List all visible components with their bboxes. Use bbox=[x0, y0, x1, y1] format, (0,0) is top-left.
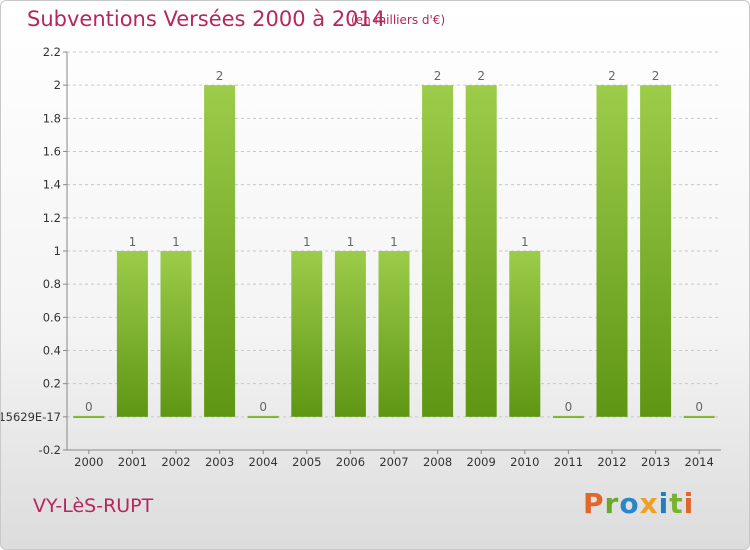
bar-value-label: 2 bbox=[434, 69, 442, 83]
x-tick-label: 2006 bbox=[336, 455, 365, 469]
chart-title: Subventions Versées 2000 à 2014 bbox=[27, 7, 386, 31]
y-tick-label: 0.6 bbox=[43, 310, 61, 324]
logo-letter: P bbox=[583, 487, 605, 520]
y-tick-label: 0.4 bbox=[43, 344, 61, 358]
bar bbox=[291, 251, 323, 417]
y-tick-label: 0.2 bbox=[43, 377, 61, 391]
bar-value-label: 1 bbox=[303, 235, 311, 249]
x-tick-label: 2001 bbox=[118, 455, 147, 469]
logo-letter: r bbox=[604, 487, 620, 520]
logo-letter: o bbox=[619, 487, 640, 520]
bar bbox=[204, 85, 236, 417]
bar bbox=[116, 251, 148, 417]
x-tick-label: 2011 bbox=[554, 455, 583, 469]
bar-value-label: 1 bbox=[347, 235, 355, 249]
x-tick-label: 2005 bbox=[292, 455, 321, 469]
bar bbox=[73, 415, 105, 418]
proxiti-logo[interactable]: Proxiti bbox=[583, 487, 694, 520]
x-tick-label: 2009 bbox=[467, 455, 496, 469]
y-tick-label: 1.6 bbox=[43, 145, 61, 159]
bar-value-label: 0 bbox=[259, 400, 267, 414]
y-axis-ticks: -0.2 -15629E-17 0.2 0.4 0.6 0.8 1 1.2 1.4 1.6 1.8 2… bbox=[1, 45, 67, 457]
bar-value-label: 1 bbox=[172, 235, 180, 249]
bar-value-label: 0 bbox=[695, 400, 703, 414]
y-tick-label: 2.2 bbox=[43, 45, 61, 59]
y-tick-label: -0.2 bbox=[39, 443, 61, 457]
y-tick-label: 1.4 bbox=[43, 178, 61, 192]
y-tick-label: 2 bbox=[54, 78, 61, 92]
y-tick-label: -15629E-17 bbox=[1, 410, 61, 424]
bar bbox=[378, 251, 410, 417]
x-tick-label: 2010 bbox=[510, 455, 539, 469]
logo-letter: i bbox=[683, 487, 695, 520]
bar bbox=[640, 85, 672, 417]
bar-value-label: 2 bbox=[477, 69, 485, 83]
bar bbox=[247, 415, 279, 418]
x-tick-label: 2008 bbox=[423, 455, 452, 469]
x-tick-label: 2007 bbox=[379, 455, 408, 469]
bar bbox=[465, 85, 497, 417]
x-tick-label: 2014 bbox=[685, 455, 714, 469]
logo-letter: i bbox=[658, 487, 670, 520]
x-tick-label: 2003 bbox=[205, 455, 234, 469]
bar-value-label: 2 bbox=[608, 69, 616, 83]
bar bbox=[422, 85, 454, 417]
logo-letter: t bbox=[669, 487, 684, 520]
logo-letter: x bbox=[639, 487, 659, 520]
bar bbox=[160, 251, 192, 417]
bar-value-label: 2 bbox=[652, 69, 660, 83]
commune-name: VY-LèS-RUPT bbox=[33, 495, 154, 517]
x-tick-label: 2013 bbox=[641, 455, 670, 469]
bar bbox=[683, 415, 715, 418]
bar bbox=[334, 251, 366, 417]
bar-value-label: 1 bbox=[390, 235, 398, 249]
bar bbox=[596, 85, 628, 417]
bar-value-label: 0 bbox=[85, 400, 93, 414]
unit-note: (en milliers d'€) bbox=[351, 13, 446, 27]
y-tick-label: 1 bbox=[54, 244, 61, 258]
x-tick-label: 2000 bbox=[74, 455, 103, 469]
x-tick-label: 2002 bbox=[161, 455, 190, 469]
y-tick-label: 1.2 bbox=[43, 211, 61, 225]
bar-value-label: 1 bbox=[521, 235, 529, 249]
bar-value-label: 0 bbox=[565, 400, 573, 414]
bars bbox=[73, 85, 715, 418]
bar bbox=[509, 251, 541, 417]
y-tick-label: 1.8 bbox=[43, 111, 61, 125]
bar-value-label: 1 bbox=[129, 235, 137, 249]
y-tick-label: 0.8 bbox=[43, 277, 61, 291]
bar-value-label: 2 bbox=[216, 69, 224, 83]
x-tick-label: 2004 bbox=[249, 455, 278, 469]
x-axis-ticks: 2000 2001 2002 2003 2004 2005 2006 2007 2008 2009… bbox=[74, 450, 714, 469]
value-labels: 0 1 1 2 0 1 1 1 2 2 1 0 2 2 0 bbox=[85, 69, 703, 414]
bar bbox=[552, 415, 584, 418]
x-tick-label: 2012 bbox=[597, 455, 626, 469]
